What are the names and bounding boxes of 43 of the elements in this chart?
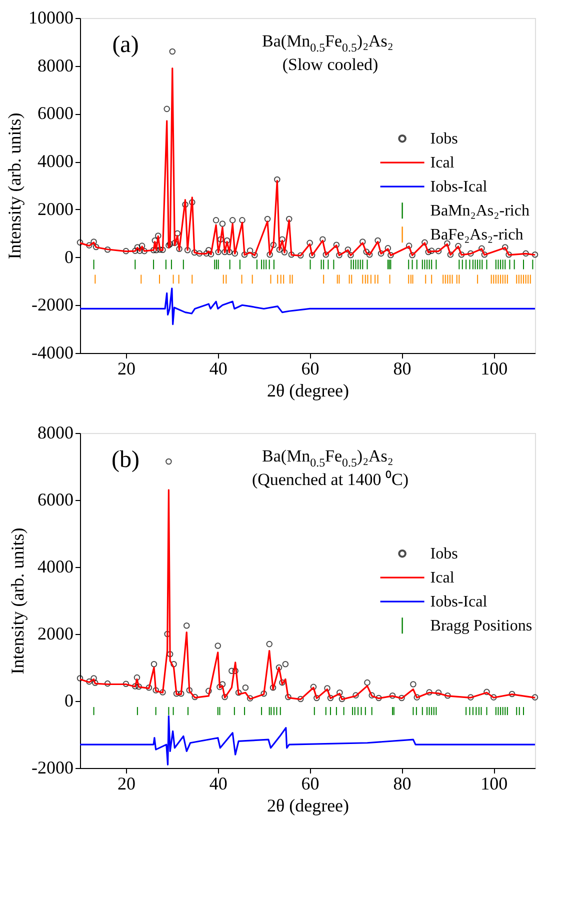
y-tick-label: 6000 [38, 490, 74, 510]
legend-label: Bragg Positions [430, 618, 532, 635]
y-axis-title: Intensity (arb. units) [4, 112, 24, 260]
y-axis-title: Intensity (arb. units) [8, 528, 28, 674]
x-tick-label: 100 [480, 358, 508, 378]
x-tick-label: 40 [209, 358, 228, 378]
annotation: (a) [112, 32, 139, 58]
y-tick-label: 10000 [28, 8, 74, 28]
y-tick-label: 0 [64, 246, 74, 267]
y-tick-label: 2000 [38, 198, 74, 219]
y-tick-label: 4000 [38, 151, 74, 172]
x-tick-label: 20 [117, 358, 136, 378]
y-tick-label: 6000 [38, 103, 74, 124]
legend-label: Iobs [430, 546, 458, 563]
legend-label: BaFe₂As₂-rich [430, 226, 524, 244]
x-tick-label: 20 [117, 774, 136, 794]
y-tick-label: 0 [64, 690, 74, 710]
legend-label: Ical [430, 154, 455, 172]
legend-label: Iobs [430, 130, 458, 148]
legend-label: BaMn₂As₂-rich [430, 202, 530, 220]
x-tick-label: 60 [301, 774, 320, 794]
text: (Quenched at 1400 ⁰C) [252, 470, 409, 489]
y-tick-label: 4000 [38, 556, 74, 576]
x-axis-title: 2θ (degree) [266, 796, 350, 816]
y-tick-label: -2000 [32, 758, 74, 778]
annotation: (b) [112, 446, 140, 473]
y-tick-label: 8000 [38, 422, 74, 442]
x-tick-label: 80 [393, 774, 412, 794]
y-tick-label: 2000 [38, 624, 74, 644]
x-tick-label: 100 [480, 774, 508, 794]
y-tick-label: -4000 [32, 342, 74, 362]
legend-label: Iobs-Ical [430, 178, 488, 196]
x-tick-label: 60 [301, 358, 320, 378]
legend-label: Iobs-Ical [430, 594, 488, 611]
line-series [79, 715, 536, 766]
text: (Slow cooled) [282, 54, 378, 74]
x-tick-label: 80 [393, 358, 412, 378]
y-tick-label: 8000 [38, 55, 74, 76]
legend-label: Ical [430, 570, 455, 587]
x-tick-label: 40 [209, 774, 228, 794]
line-series [79, 288, 536, 326]
y-tick-label: -2000 [32, 294, 74, 315]
x-axis-title: 2θ (degree) [266, 380, 350, 400]
